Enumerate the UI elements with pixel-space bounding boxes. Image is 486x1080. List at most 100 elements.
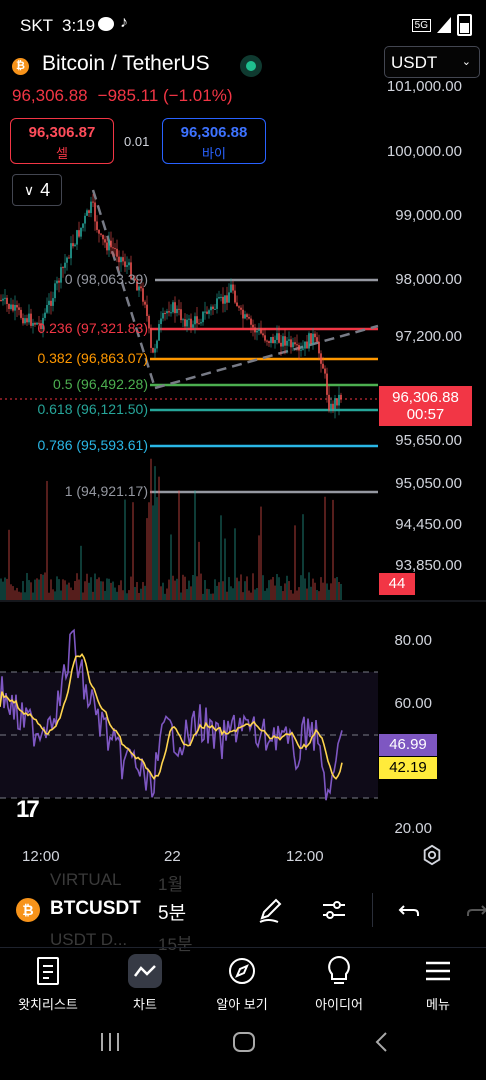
candle-body	[156, 340, 158, 349]
candle-body	[336, 398, 338, 406]
sell-button[interactable]: 96,306.87 셀	[10, 118, 114, 164]
volume-bar	[180, 592, 182, 600]
candle-body	[42, 317, 44, 330]
nav-chart[interactable]: 차트	[100, 954, 190, 1013]
volume-bar	[334, 578, 336, 600]
talk-icon	[98, 17, 114, 31]
indicator-settings-icon[interactable]	[320, 896, 348, 924]
candle-body	[148, 315, 150, 329]
settings-gear-icon[interactable]	[421, 844, 443, 866]
volume-bar	[120, 580, 122, 600]
volume-bar	[116, 591, 118, 600]
nav-menu[interactable]: 메뉴	[393, 954, 483, 1013]
hamburger-menu-icon	[421, 954, 455, 988]
last-price: 96,306.88	[12, 86, 88, 105]
candle-body	[138, 286, 140, 291]
volume-bar	[58, 579, 60, 600]
time-label: 22	[164, 848, 181, 865]
drawing-pen-icon[interactable]	[256, 896, 284, 924]
redo-icon[interactable]	[462, 896, 486, 924]
candle-body	[264, 335, 266, 341]
candle-body	[150, 328, 152, 348]
candle-body	[262, 333, 264, 336]
volume-bar	[284, 583, 286, 600]
volume-bar	[272, 576, 274, 600]
candle-body	[328, 394, 330, 411]
candle-body	[164, 312, 166, 314]
volume-bar	[110, 582, 112, 600]
volume-bar	[286, 575, 288, 600]
volume-bar	[98, 577, 100, 600]
volume-bar	[66, 584, 68, 600]
candle-body	[210, 306, 212, 311]
volume-bar	[242, 592, 244, 600]
volume-bar	[248, 590, 250, 600]
candle-body	[260, 329, 262, 334]
status-bar: SKT 3:19 ♪ 5G	[0, 0, 486, 50]
volume-bar	[184, 576, 186, 600]
candle-body	[272, 336, 274, 344]
currency-select[interactable]: USDT ⌄	[384, 46, 480, 78]
volume-bar	[296, 590, 298, 600]
candle-body	[230, 284, 232, 293]
price-axis-label: 93,850.00	[395, 557, 462, 574]
volume-bar	[260, 506, 262, 600]
candle-body	[98, 229, 100, 234]
candle-body	[18, 307, 20, 310]
volume-bar	[92, 591, 94, 600]
price-chart[interactable]	[0, 0, 486, 870]
candle-body	[28, 313, 30, 323]
volume-bar	[24, 592, 26, 600]
nav-watchlist[interactable]: 왓치리스트	[3, 954, 93, 1013]
volume-bar	[54, 591, 56, 600]
volume-bar	[10, 584, 12, 600]
nav-ideas[interactable]: 아이디어	[294, 954, 384, 1013]
candle-body	[78, 230, 80, 237]
candle-body	[2, 298, 4, 301]
volume-bar	[126, 593, 128, 600]
candle-body	[276, 333, 278, 340]
time-label: 12:00	[286, 848, 324, 865]
candle-body	[30, 313, 32, 326]
volume-bar	[298, 587, 300, 600]
volume-bar	[202, 593, 204, 600]
fib-level-label: 1 (94,921.17)	[64, 483, 148, 499]
nav-explore[interactable]: 알아 보기	[197, 954, 287, 1013]
candle-body	[146, 304, 148, 316]
toolbar-divider	[372, 893, 373, 927]
nav-label: 차트	[133, 997, 157, 1012]
candle-body	[118, 256, 120, 263]
candle-body	[326, 373, 328, 395]
volume-bar	[188, 580, 190, 600]
indicators-toggle-button[interactable]: ∨ 4	[12, 174, 62, 206]
volume-bar	[182, 574, 184, 600]
volume-bar	[76, 573, 78, 600]
undo-icon[interactable]	[396, 896, 424, 924]
candle-body	[228, 292, 230, 303]
candle-body	[112, 247, 114, 249]
volume-bar	[288, 581, 290, 600]
volume-bar	[256, 587, 258, 600]
current-price: 96,306.88	[392, 389, 459, 406]
tiktok-icon: ♪	[120, 14, 128, 31]
candle-body	[166, 311, 168, 314]
candle-body	[108, 240, 110, 251]
buy-price: 96,306.88	[180, 124, 248, 141]
back-icon[interactable]	[372, 1030, 392, 1054]
buy-button[interactable]: 96,306.88 바이	[162, 118, 266, 164]
candle-body	[324, 368, 326, 374]
symbol-selector[interactable]: BTCUSDT	[50, 898, 141, 919]
interval-selector[interactable]: 5분	[158, 903, 187, 924]
candle-body	[46, 304, 48, 313]
candle-body	[280, 342, 282, 347]
volume-bar	[64, 580, 66, 600]
symbol-name[interactable]: Bitcoin / TetherUS	[42, 52, 210, 75]
volume-bar	[88, 582, 90, 600]
volume-bar	[114, 587, 116, 600]
candle-body	[232, 284, 234, 291]
candle-body	[292, 342, 294, 348]
recent-apps-icon[interactable]	[98, 1030, 122, 1054]
chart-toolbar: VIRTUAL 1월 USDT D... 15분	[0, 870, 486, 954]
sell-label: 셀	[56, 146, 68, 161]
home-icon[interactable]	[232, 1030, 256, 1054]
